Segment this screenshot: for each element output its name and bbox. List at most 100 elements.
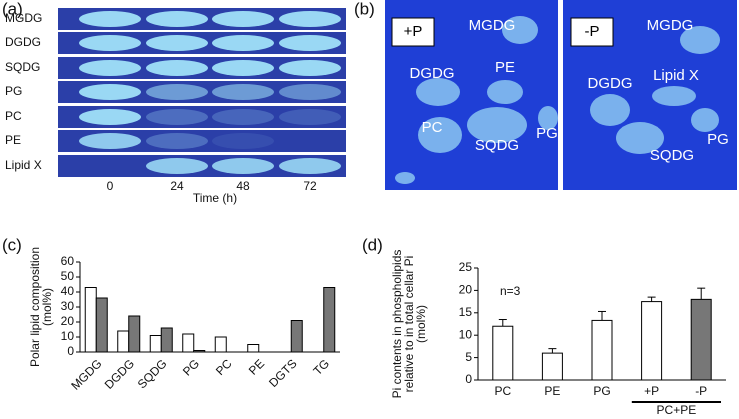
tlc-spot — [279, 109, 341, 125]
y-axis-label: Polar lipid composition — [28, 247, 42, 367]
bar — [193, 350, 206, 353]
y-tick-label: 0 — [465, 372, 472, 386]
tlc-spot — [79, 84, 141, 100]
tlc-spot — [79, 11, 141, 27]
tlc-spot — [691, 108, 719, 132]
tlc-spot — [146, 133, 208, 149]
tlc-spot — [79, 35, 141, 51]
spot-label: PE — [495, 59, 515, 76]
tlc-spot — [146, 158, 208, 174]
y-tick-label: 10 — [61, 329, 75, 343]
x-tick-label: PG — [593, 384, 610, 398]
spot-label: SQDG — [475, 137, 519, 154]
y-tick-label: 30 — [61, 299, 75, 313]
bar — [95, 297, 108, 353]
spot-label: MGDG — [647, 17, 694, 34]
y-tick-label: 25 — [459, 260, 473, 274]
tlc-spot — [146, 60, 208, 76]
tlc-spot — [487, 80, 523, 104]
panel-label: (a) — [2, 0, 23, 18]
bar — [182, 333, 195, 353]
bar — [492, 325, 514, 381]
tlc-spot — [395, 172, 415, 184]
bar — [214, 336, 227, 353]
y-tick-label: 0 — [67, 344, 74, 358]
spot-label: PG — [536, 125, 558, 142]
tlc-spot — [616, 122, 664, 154]
x-tick-label: PC — [494, 384, 511, 398]
x-tick-label: 72 — [303, 179, 317, 193]
y-tick-label: 50 — [61, 269, 75, 283]
x-tick-label: PE — [544, 384, 560, 398]
bar — [541, 352, 563, 381]
row-label: PE — [5, 133, 21, 147]
row-label: Lipid X — [5, 158, 42, 172]
x-tick-label: DGDG — [102, 356, 137, 391]
tlc-spot — [538, 106, 558, 130]
tlc-spot — [279, 35, 341, 51]
tlc-spot — [212, 109, 274, 125]
x-tick-label: SQDG — [135, 356, 170, 391]
y-tick-label: 20 — [61, 314, 75, 328]
x-tick-label: +P — [644, 384, 659, 398]
x-tick-label: PC — [213, 356, 235, 378]
y-axis-label: relative to in total cellar Pi — [402, 256, 416, 393]
bar — [149, 335, 162, 353]
bar — [641, 301, 663, 381]
spot-label: DGDG — [588, 75, 633, 92]
y-tick-label: 60 — [61, 254, 75, 268]
tlc-spot — [212, 11, 274, 27]
tlc-spot — [680, 26, 720, 54]
bar — [247, 344, 260, 353]
tlc-spot — [416, 78, 460, 106]
y-tick-label: 10 — [459, 327, 473, 341]
bar — [128, 315, 141, 353]
y-axis-label: (mol%) — [414, 305, 428, 343]
spot-label: DGDG — [410, 65, 455, 82]
tlc-spot — [279, 60, 341, 76]
y-tick-label: 15 — [459, 305, 473, 319]
bar — [160, 327, 173, 353]
tlc-spot — [79, 133, 141, 149]
x-tick-label: -P — [695, 384, 707, 398]
bar — [591, 319, 613, 381]
spot-label: PC — [422, 119, 443, 136]
row-label: DGDG — [5, 35, 41, 49]
tlc-spot — [146, 11, 208, 27]
tlc-spot — [212, 84, 274, 100]
tlc-spot — [212, 133, 274, 149]
bar — [117, 330, 130, 353]
panel-label: (c) — [2, 235, 22, 254]
tlc-spot — [146, 109, 208, 125]
x-axis-label: Time (h) — [193, 191, 237, 205]
spot-label: SQDG — [650, 147, 694, 164]
tlc-spot — [502, 16, 538, 44]
panel-label: (b) — [354, 0, 375, 18]
x-tick-label: 0 — [107, 179, 114, 193]
panel-label: (d) — [362, 235, 383, 254]
tlc-spot — [79, 109, 141, 125]
tag-box — [570, 17, 614, 47]
tlc-spot — [279, 158, 341, 174]
tlc-spot — [279, 84, 341, 100]
x-tick-label: TG — [310, 356, 332, 378]
bar — [690, 298, 712, 381]
image-tag: -P — [585, 23, 600, 40]
tlc-spot — [212, 60, 274, 76]
annotation: n=3 — [500, 284, 521, 298]
tlc-spot — [146, 84, 208, 100]
x-tick-label: 24 — [170, 179, 184, 193]
y-axis-label: Pi contents in phospholipids — [390, 250, 404, 399]
x-tick-label: DGTS — [266, 356, 299, 389]
tlc-spot — [418, 117, 462, 153]
tlc-spot — [212, 35, 274, 51]
y-tick-label: 5 — [465, 350, 472, 364]
image-tag: +P — [404, 23, 423, 40]
bar — [84, 287, 97, 353]
spot-label: PG — [707, 131, 729, 148]
tlc-spot — [79, 60, 141, 76]
x-tick-label: PG — [180, 356, 202, 378]
y-tick-label: 20 — [459, 283, 473, 297]
row-label: PG — [5, 84, 22, 98]
